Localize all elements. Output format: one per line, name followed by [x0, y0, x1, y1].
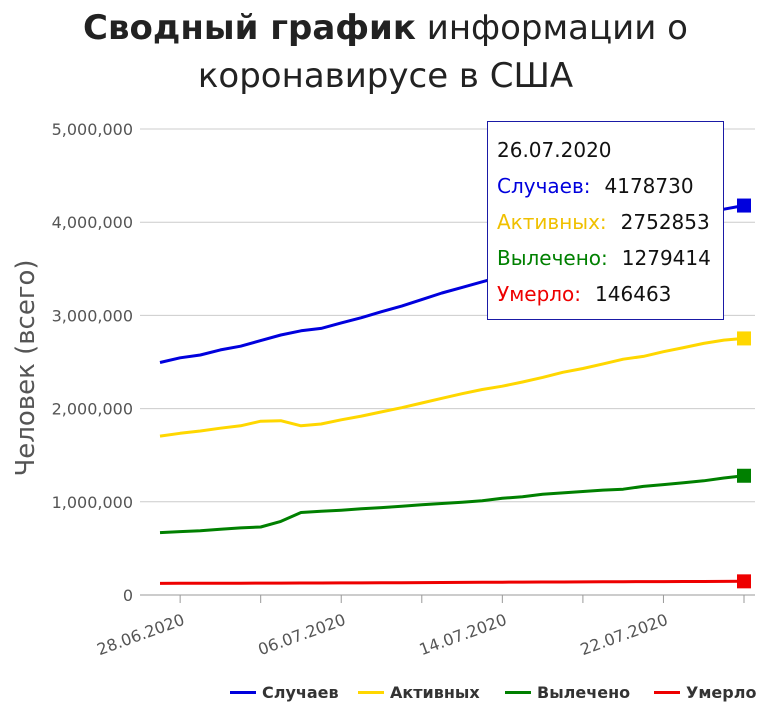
legend-swatch-recovered: [505, 691, 531, 694]
tooltip-date: 26.07.2020: [497, 138, 612, 162]
y-tick-label: 2,000,000: [52, 400, 133, 419]
series-line-Активных: [159, 336, 745, 438]
series-line-Умерло: [159, 579, 745, 585]
legend-item-recovered[interactable]: Вылечено: [505, 683, 630, 702]
y-axis-ticks: 0 1,000,000 2,000,000 3,000,000 4,000,000 5,0…: [52, 120, 133, 605]
y-tick-label: 1,000,000: [52, 493, 133, 512]
legend-swatch-deaths: [654, 691, 680, 694]
tooltip-label-active: Активных:: [497, 210, 607, 234]
tooltip: 26.07.2020 Случаев: 4178730 Активных: 2752…: [487, 121, 724, 320]
y-axis-label: Человек (всего): [11, 259, 41, 476]
tooltip-label-recovered: Вылечено:: [497, 246, 608, 270]
tooltip-value-active: 2752853: [620, 210, 710, 234]
tooltip-row-active: Активных: 2752853: [497, 204, 723, 240]
tooltip-value-deaths: 146463: [595, 282, 672, 306]
legend-item-cases[interactable]: Случаев: [230, 683, 339, 702]
y-tick-label: 0: [123, 586, 133, 605]
series-marker-Вылечено: [737, 468, 751, 483]
legend-swatch-cases: [230, 691, 256, 694]
y-tick-label: 3,000,000: [52, 306, 133, 325]
y-tick-label: 5,000,000: [52, 120, 133, 139]
legend-label-recovered: Вылечено: [537, 683, 631, 702]
chart-title-bold: Сводный график: [83, 8, 416, 48]
tooltip-row-recovered: Вылечено: 1279414: [497, 240, 723, 276]
series-marker-Активных: [737, 331, 751, 346]
legend-label-deaths: Умерло: [686, 683, 757, 702]
tooltip-value-recovered: 1279414: [621, 246, 711, 270]
x-tick-label: 28.06.2020: [94, 610, 187, 659]
legend-item-active[interactable]: Активных: [358, 683, 480, 702]
tooltip-value-cases: 4178730: [604, 174, 694, 198]
x-axis-ticks: 28.06.2020 06.07.2020 14.07.2020 22.07.2020: [94, 595, 745, 659]
tooltip-row-cases: Случаев: 4178730: [497, 168, 723, 204]
series-line-Вылечено: [159, 474, 745, 535]
x-tick-label: 22.07.2020: [578, 610, 671, 659]
legend-label-active: Активных: [390, 683, 480, 702]
legend: Случаев Активных Вылечено Умерло: [230, 683, 771, 707]
legend-swatch-active: [358, 691, 384, 694]
chart-title: Сводный график информации о коронавирусе…: [0, 4, 771, 100]
tooltip-label-deaths: Умерло:: [497, 282, 582, 306]
x-tick-label: 06.07.2020: [255, 610, 348, 659]
legend-item-deaths[interactable]: Умерло: [654, 683, 756, 702]
series-marker-Случаев: [737, 198, 751, 213]
tooltip-label-cases: Случаев:: [497, 174, 591, 198]
series-marker-Умерло: [737, 574, 751, 589]
y-tick-label: 4,000,000: [52, 213, 133, 232]
chart-title-rest: информации о коронавирусе в США: [197, 8, 688, 96]
tooltip-row-deaths: Умерло: 146463: [497, 276, 723, 312]
legend-label-cases: Случаев: [262, 683, 339, 702]
x-tick-label: 14.07.2020: [417, 610, 510, 659]
